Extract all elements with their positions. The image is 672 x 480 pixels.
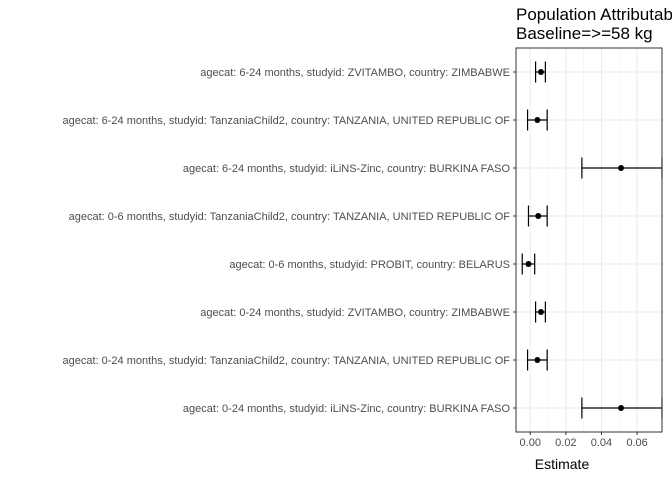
category-label: agecat: 6-24 months, studyid: ZVITAMBO, … xyxy=(200,67,510,79)
x-tick-label: 0.02 xyxy=(555,437,576,449)
x-tick-label: 0.04 xyxy=(591,437,612,449)
point-estimate xyxy=(535,213,542,219)
point-estimate xyxy=(534,357,541,363)
point-estimate xyxy=(525,261,532,267)
x-axis: 0.00 0.02 0.04 0.06 xyxy=(520,432,648,449)
x-axis-title: Estimate xyxy=(535,456,590,472)
point-estimate xyxy=(537,69,544,75)
point-estimate xyxy=(618,405,625,411)
category-label: agecat: 0-24 months, studyid: iLiNS-Zinc… xyxy=(183,403,511,415)
panel-border xyxy=(515,47,663,433)
panel-background xyxy=(516,48,662,432)
chart-title: Population Attributable xyxy=(516,5,672,24)
category-label: agecat: 0-6 months, studyid: TanzaniaChi… xyxy=(69,211,511,223)
x-tick-label: 0.06 xyxy=(626,437,647,449)
category-label: agecat: 0-24 months, studyid: TanzaniaCh… xyxy=(62,355,510,367)
x-tick-label: 0.00 xyxy=(520,437,541,449)
point-estimate xyxy=(534,117,541,123)
category-labels: agecat: 6-24 months, studyid: ZVITAMBO, … xyxy=(62,67,516,415)
point-estimate xyxy=(618,165,625,171)
category-label: agecat: 6-24 months, studyid: iLiNS-Zinc… xyxy=(183,163,511,175)
chart-subtitle: Baseline=>=58 kg xyxy=(516,24,653,43)
point-estimate xyxy=(537,309,544,315)
category-label: agecat: 0-6 months, studyid: PROBIT, cou… xyxy=(229,259,510,271)
category-label: agecat: 0-24 months, studyid: ZVITAMBO, … xyxy=(200,307,510,319)
category-label: agecat: 6-24 months, studyid: TanzaniaCh… xyxy=(62,115,510,127)
plot-panel xyxy=(515,47,663,433)
